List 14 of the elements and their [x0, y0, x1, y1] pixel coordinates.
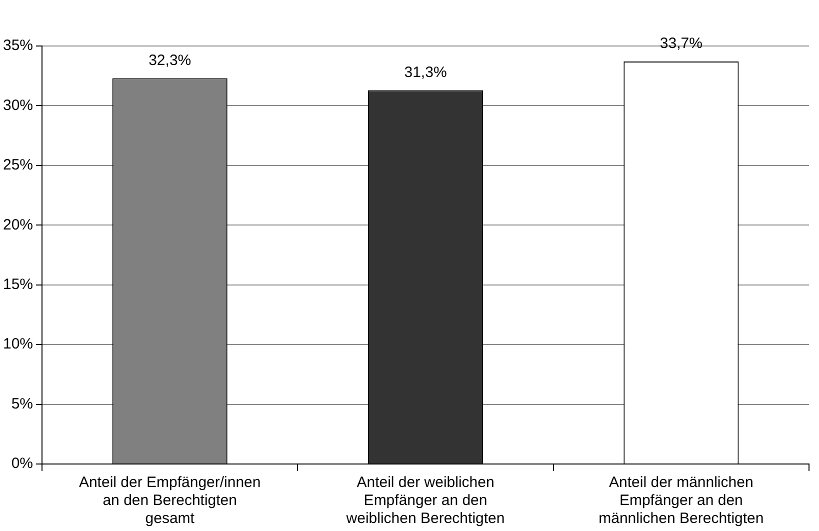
x-tick-label: Anteil der Empfänger/innen an den Berechtigten gesamt [78, 474, 261, 528]
x-tick-label: Anteil der weiblichen Empfänger an den weiblichen Berechtigten [345, 474, 505, 528]
y-tick-label: 5% [11, 395, 34, 412]
x-tick-label: Anteil der männlichen Empfänger an den männlichen Berechtigten [598, 474, 764, 528]
y-tick-label: 10% [2, 336, 34, 353]
data-label: 33,7% [660, 35, 702, 52]
y-tick-label: 30% [2, 96, 34, 114]
y-tick-label: 35% [2, 37, 34, 54]
data-label: 31,3% [404, 64, 447, 81]
y-tick-label: 25% [2, 156, 34, 174]
data-label: 32,3% [148, 52, 192, 69]
y-tick-label: 15% [2, 276, 34, 293]
y-tick-label: 20% [2, 216, 34, 234]
y-tick-label: 0% [11, 455, 34, 472]
